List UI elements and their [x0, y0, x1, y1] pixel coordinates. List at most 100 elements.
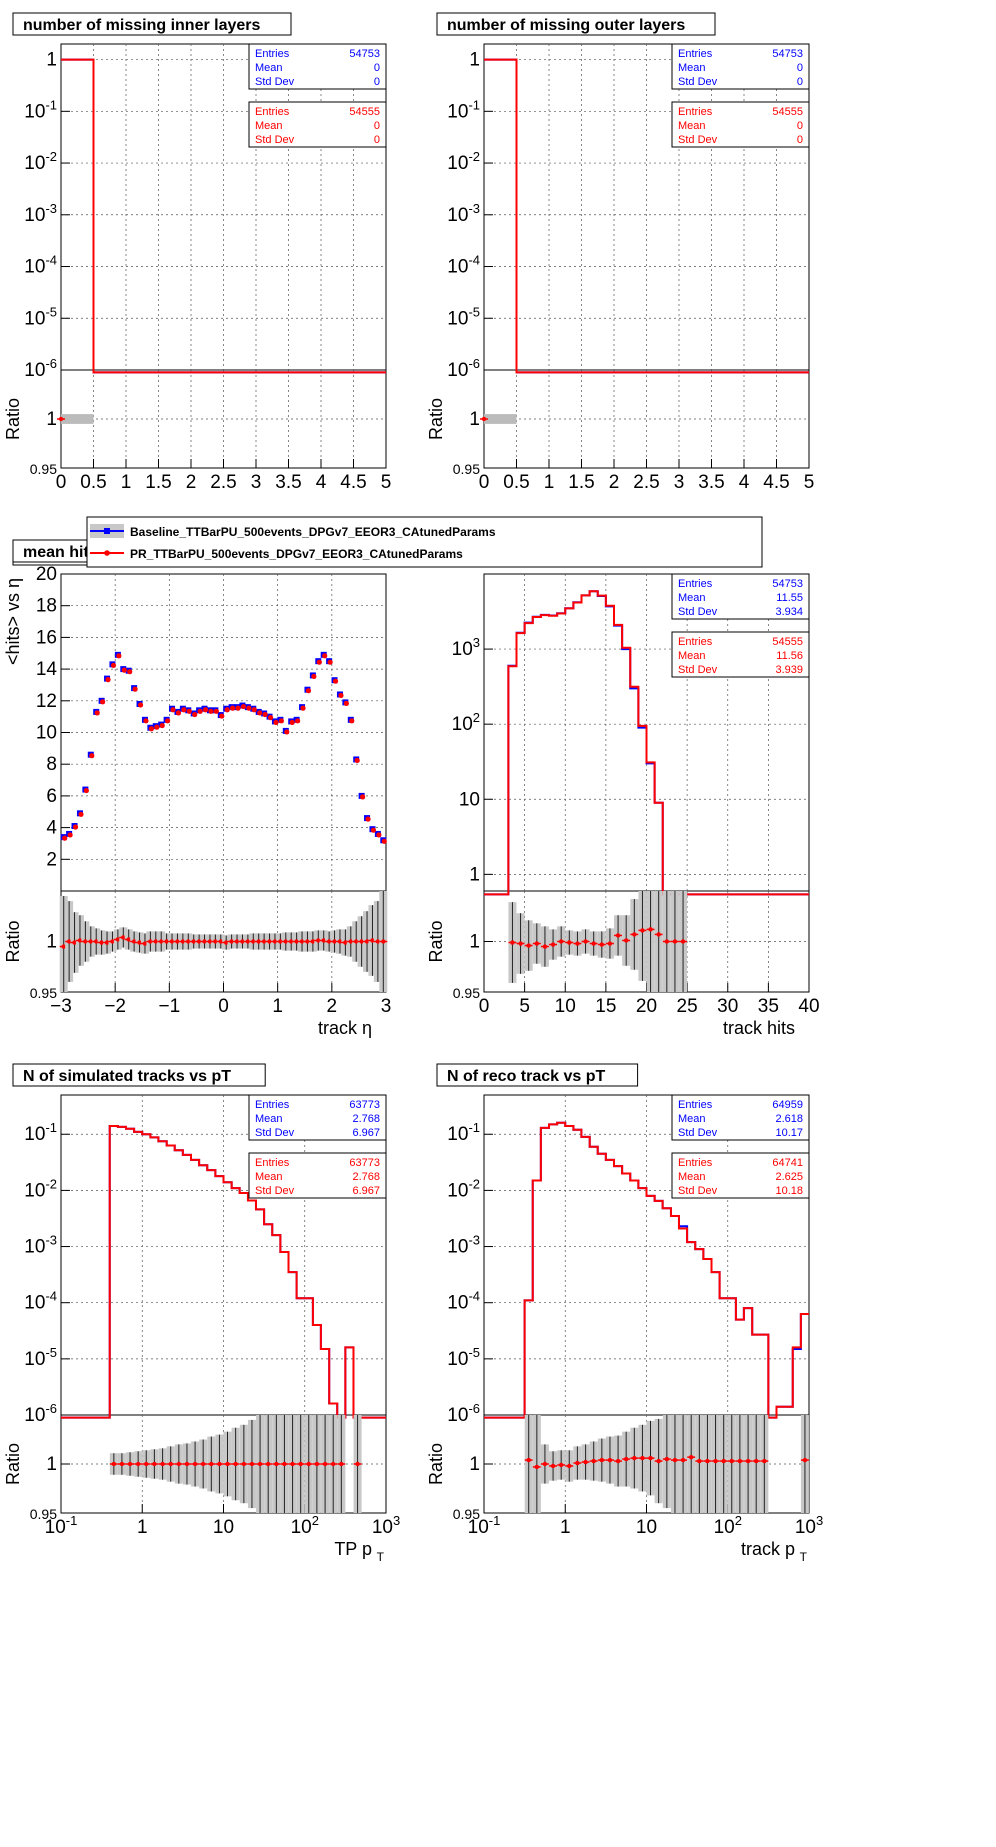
ratio-marker	[648, 927, 653, 932]
ratio-marker	[119, 1461, 125, 1467]
ratio-marker	[640, 1455, 645, 1461]
stats-value: 2.618	[775, 1113, 803, 1125]
y-tick-label: 10	[459, 789, 480, 810]
stats-label: Mean	[678, 592, 706, 604]
y-tick-label: 10-3	[447, 1233, 480, 1258]
ratio-marker	[680, 1457, 686, 1463]
data-point-pr	[208, 708, 214, 714]
ratio-marker	[251, 939, 256, 944]
ratio-marker	[121, 935, 126, 940]
data-point-pr	[110, 662, 117, 668]
data-point-pr	[78, 811, 84, 817]
ratio-marker	[142, 941, 148, 946]
ratio-marker	[599, 942, 605, 947]
chart-panel-2: 0 0.5 1 1.5 2 2.5 3 3.5 4 4.5 5110-110-210-310-410…	[426, 12, 814, 493]
stats-label: Std Dev	[678, 1185, 718, 1197]
ratio-marker	[321, 938, 326, 943]
y-tick-label: 10-3	[24, 201, 57, 226]
data-point-pr	[338, 692, 344, 699]
y-tick-label: 10-6	[447, 1401, 480, 1426]
stats-label: Entries	[678, 578, 713, 590]
ratio-marker	[354, 939, 359, 944]
ratio-marker	[481, 416, 487, 422]
x-tick-label: 25	[677, 996, 698, 1017]
stats-value: 64959	[772, 1099, 803, 1111]
ratio-marker	[316, 938, 321, 943]
ratio-marker	[207, 939, 213, 944]
ratio-marker	[607, 1457, 613, 1463]
legend-swatch-marker	[104, 550, 110, 556]
legend-entry-label: Baseline_TTBarPU_500events_DPGv7_EEOR3_C…	[130, 525, 496, 539]
panel-title: N of reco track vs pT	[447, 1068, 606, 1085]
ratio-marker	[656, 1458, 661, 1464]
data-point-pr	[360, 794, 366, 800]
ratio-marker	[729, 1458, 734, 1464]
ratio-marker	[745, 1458, 751, 1464]
histogram-pr	[484, 590, 809, 896]
legend-swatch-marker	[104, 528, 110, 534]
stats-label: Std Dev	[678, 606, 718, 618]
ratio-marker	[224, 940, 229, 945]
stats-value: 54555	[772, 106, 803, 118]
x-tick-label: 10-1	[468, 1513, 501, 1538]
data-point-pr	[148, 726, 154, 732]
y-tick-label: 10-6	[447, 356, 480, 381]
ratio-axis-label: Ratio	[3, 1443, 23, 1485]
ratio-marker	[274, 1461, 279, 1467]
ratio-marker	[542, 944, 548, 949]
ratio-marker	[202, 939, 207, 944]
ratio-marker	[168, 1461, 173, 1467]
ratio-marker	[762, 1458, 767, 1464]
stats-label: Std Dev	[255, 76, 295, 88]
chart-panel-3: −3 −2 −1 0 1 2 3246810121416182010.95Ratio<hit…	[3, 542, 391, 1038]
data-point-pr	[278, 718, 284, 724]
stats-box	[671, 43, 810, 90]
ratio-tick-label: 0.95	[30, 461, 57, 477]
stats-label: Entries	[255, 1099, 290, 1111]
ratio-marker	[127, 1461, 133, 1467]
ratio-marker	[225, 1461, 230, 1467]
ratio-marker	[186, 939, 191, 944]
stats-label: Entries	[678, 1099, 713, 1111]
ratio-marker	[510, 940, 515, 945]
y-tick-label: 103	[452, 635, 480, 660]
ratio-marker	[298, 1461, 303, 1467]
stats-value: 0	[374, 134, 380, 146]
ratio-tick-label: 1	[469, 932, 480, 953]
ratio-marker	[591, 1458, 596, 1464]
x-tick-label: 1	[137, 1517, 148, 1538]
ratio-marker	[160, 1461, 165, 1467]
x-axis-label: track hits	[723, 1018, 795, 1038]
ratio-marker	[705, 1458, 710, 1464]
ratio-marker	[526, 943, 531, 948]
x-tick-label: 10	[213, 1517, 234, 1538]
ratio-marker	[229, 939, 234, 944]
data-point-pr	[332, 678, 339, 684]
data-point-pr	[165, 718, 171, 724]
ratio-marker	[72, 940, 77, 945]
ratio-tick-label: 1	[469, 409, 480, 430]
ratio-marker	[343, 940, 348, 945]
ratio-marker	[558, 1462, 564, 1468]
ratio-marker	[306, 1461, 311, 1467]
ratio-tick-label: 0.95	[453, 1506, 480, 1522]
x-tick-label: 10	[636, 1517, 657, 1538]
ratio-marker	[61, 944, 66, 949]
histogram-pr	[484, 58, 809, 374]
x-tick-label: 1.5	[568, 472, 594, 493]
y-tick-label: 1	[469, 864, 480, 885]
data-point-pr	[230, 705, 236, 711]
stats-value: 11.56	[776, 650, 803, 662]
ratio-marker	[326, 939, 332, 944]
ratio-marker	[322, 1461, 328, 1467]
data-point-pr	[343, 700, 349, 706]
ratio-marker	[115, 937, 121, 942]
data-point-pr	[311, 673, 317, 680]
ratio-marker	[697, 1458, 702, 1464]
data-point-pr	[327, 659, 333, 665]
ratio-marker	[550, 942, 556, 947]
stats-box	[671, 1152, 810, 1199]
data-point-pr	[370, 827, 377, 833]
ratio-marker	[272, 939, 278, 944]
ratio-marker	[58, 416, 64, 422]
